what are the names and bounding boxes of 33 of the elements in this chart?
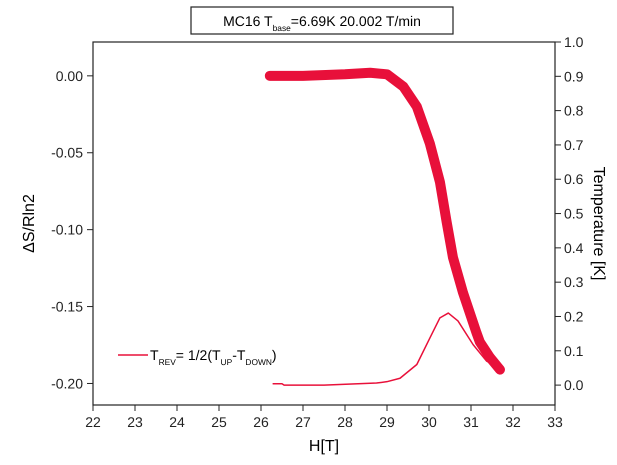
x-tick-label: 25 xyxy=(211,414,227,430)
y-tick-label: 0.00 xyxy=(56,68,84,84)
y-tick-label: -0.20 xyxy=(51,375,84,392)
x-axis-title: H[T] xyxy=(308,438,340,455)
y2-axis-title: Temperature [K] xyxy=(590,166,607,280)
x-tick-label: 31 xyxy=(463,414,479,430)
y2-tick-label: 0.5 xyxy=(564,206,584,222)
y2-tick-label: 0.7 xyxy=(564,136,584,153)
y-axis-title: ΔS/Rln2 xyxy=(21,194,38,253)
legend-label: T$_{REV}$= 1/2(T$_{UP}$-T$_{DOWN}$) xyxy=(150,347,277,367)
y2-tick-label: 0.2 xyxy=(564,308,584,324)
y2-tick-label: 0.3 xyxy=(564,274,584,290)
x-tick-label: 29 xyxy=(379,414,395,430)
y2-tick-label: 0.4 xyxy=(564,240,584,256)
y2-tick-label: 1.0 xyxy=(564,34,584,50)
y2-tick-label: 0.9 xyxy=(564,68,584,84)
y-tick-label: -0.15 xyxy=(51,298,84,315)
y2-tick-label: 0.8 xyxy=(564,102,584,119)
y2-tick-label: 0.0 xyxy=(564,377,584,394)
y2-tick-label: 0.6 xyxy=(564,171,584,188)
x-tick-label: 22 xyxy=(85,414,101,430)
x-tick-label: 27 xyxy=(295,414,311,430)
x-tick-label: 24 xyxy=(169,414,185,430)
x-tick-label: 30 xyxy=(421,414,437,430)
y-tick-label: -0.05 xyxy=(51,144,84,161)
x-tick-label: 23 xyxy=(127,414,143,430)
x-tick-label: 26 xyxy=(253,414,269,430)
chart-title: MC16 T$_{base}$=6.69K 20.002 T/min xyxy=(223,13,421,33)
x-tick-label: 33 xyxy=(547,414,563,430)
y-tick-label: -0.10 xyxy=(51,222,84,238)
x-tick-label: 28 xyxy=(337,414,353,430)
x-tick-label: 32 xyxy=(505,414,521,430)
y2-tick-label: 0.1 xyxy=(564,342,584,359)
